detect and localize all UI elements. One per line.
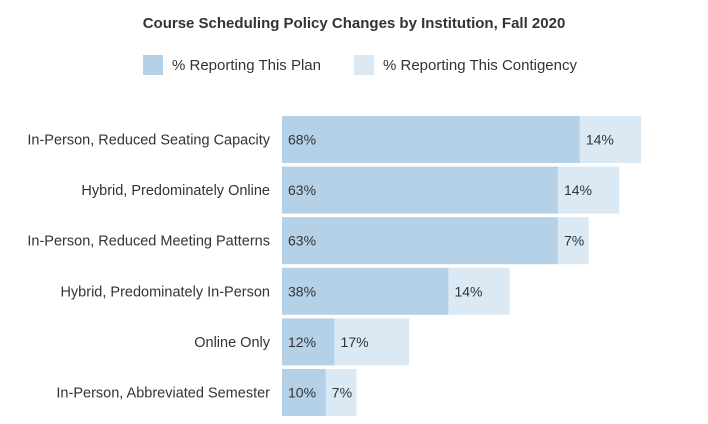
legend-swatch-plan bbox=[143, 55, 163, 75]
chart-title: Course Scheduling Policy Changes by Inst… bbox=[143, 15, 566, 32]
bar-contingency bbox=[579, 116, 642, 163]
category-label: In-Person, Reduced Meeting Patterns bbox=[27, 234, 270, 250]
bar-contingency bbox=[557, 166, 620, 214]
legend-swatch-contingency bbox=[354, 55, 374, 75]
legend-label-contingency: % Reporting This Contigency bbox=[383, 57, 577, 74]
value-label-plan: 38% bbox=[288, 283, 316, 299]
bar-plan bbox=[282, 318, 335, 366]
value-label-contingency: 14% bbox=[564, 182, 592, 198]
bar-contingency bbox=[557, 217, 589, 265]
bar-contingency bbox=[334, 318, 410, 366]
legend: % Reporting This Plan % Reporting This C… bbox=[143, 55, 577, 75]
category-labels: In-Person, Reduced Seating Capacity Hybri… bbox=[27, 133, 270, 402]
bar-plan bbox=[282, 116, 580, 163]
category-label: In-Person, Abbreviated Semester bbox=[56, 386, 270, 402]
value-label-plan: 63% bbox=[288, 233, 316, 249]
category-label: In-Person, Reduced Seating Capacity bbox=[27, 133, 270, 149]
value-label-plan: 68% bbox=[288, 132, 316, 148]
value-labels: 68% 14% 63% 14% 63% 7% 38% 14% 12% 17% 10% 7% bbox=[288, 132, 614, 401]
category-label: Online Only bbox=[194, 335, 271, 351]
legend-label-plan: % Reporting This Plan bbox=[172, 57, 321, 74]
value-label-contingency: 14% bbox=[454, 283, 482, 299]
value-label-contingency: 14% bbox=[586, 132, 614, 148]
value-label-plan: 12% bbox=[288, 334, 316, 350]
bar-plan bbox=[282, 217, 558, 265]
bars bbox=[282, 116, 642, 416]
category-label: Hybrid, Predominately Online bbox=[81, 183, 270, 199]
bar-contingency bbox=[448, 267, 510, 315]
value-label-contingency: 7% bbox=[564, 233, 584, 249]
value-label-plan: 63% bbox=[288, 182, 316, 198]
bar-plan bbox=[282, 267, 449, 315]
bar-contingency bbox=[325, 369, 357, 416]
value-label-contingency: 17% bbox=[341, 334, 369, 350]
value-label-plan: 10% bbox=[288, 385, 316, 401]
bar-plan bbox=[282, 369, 326, 416]
value-label-contingency: 7% bbox=[332, 385, 352, 401]
category-label: Hybrid, Predominately In-Person bbox=[60, 284, 270, 300]
bar-plan bbox=[282, 166, 558, 214]
